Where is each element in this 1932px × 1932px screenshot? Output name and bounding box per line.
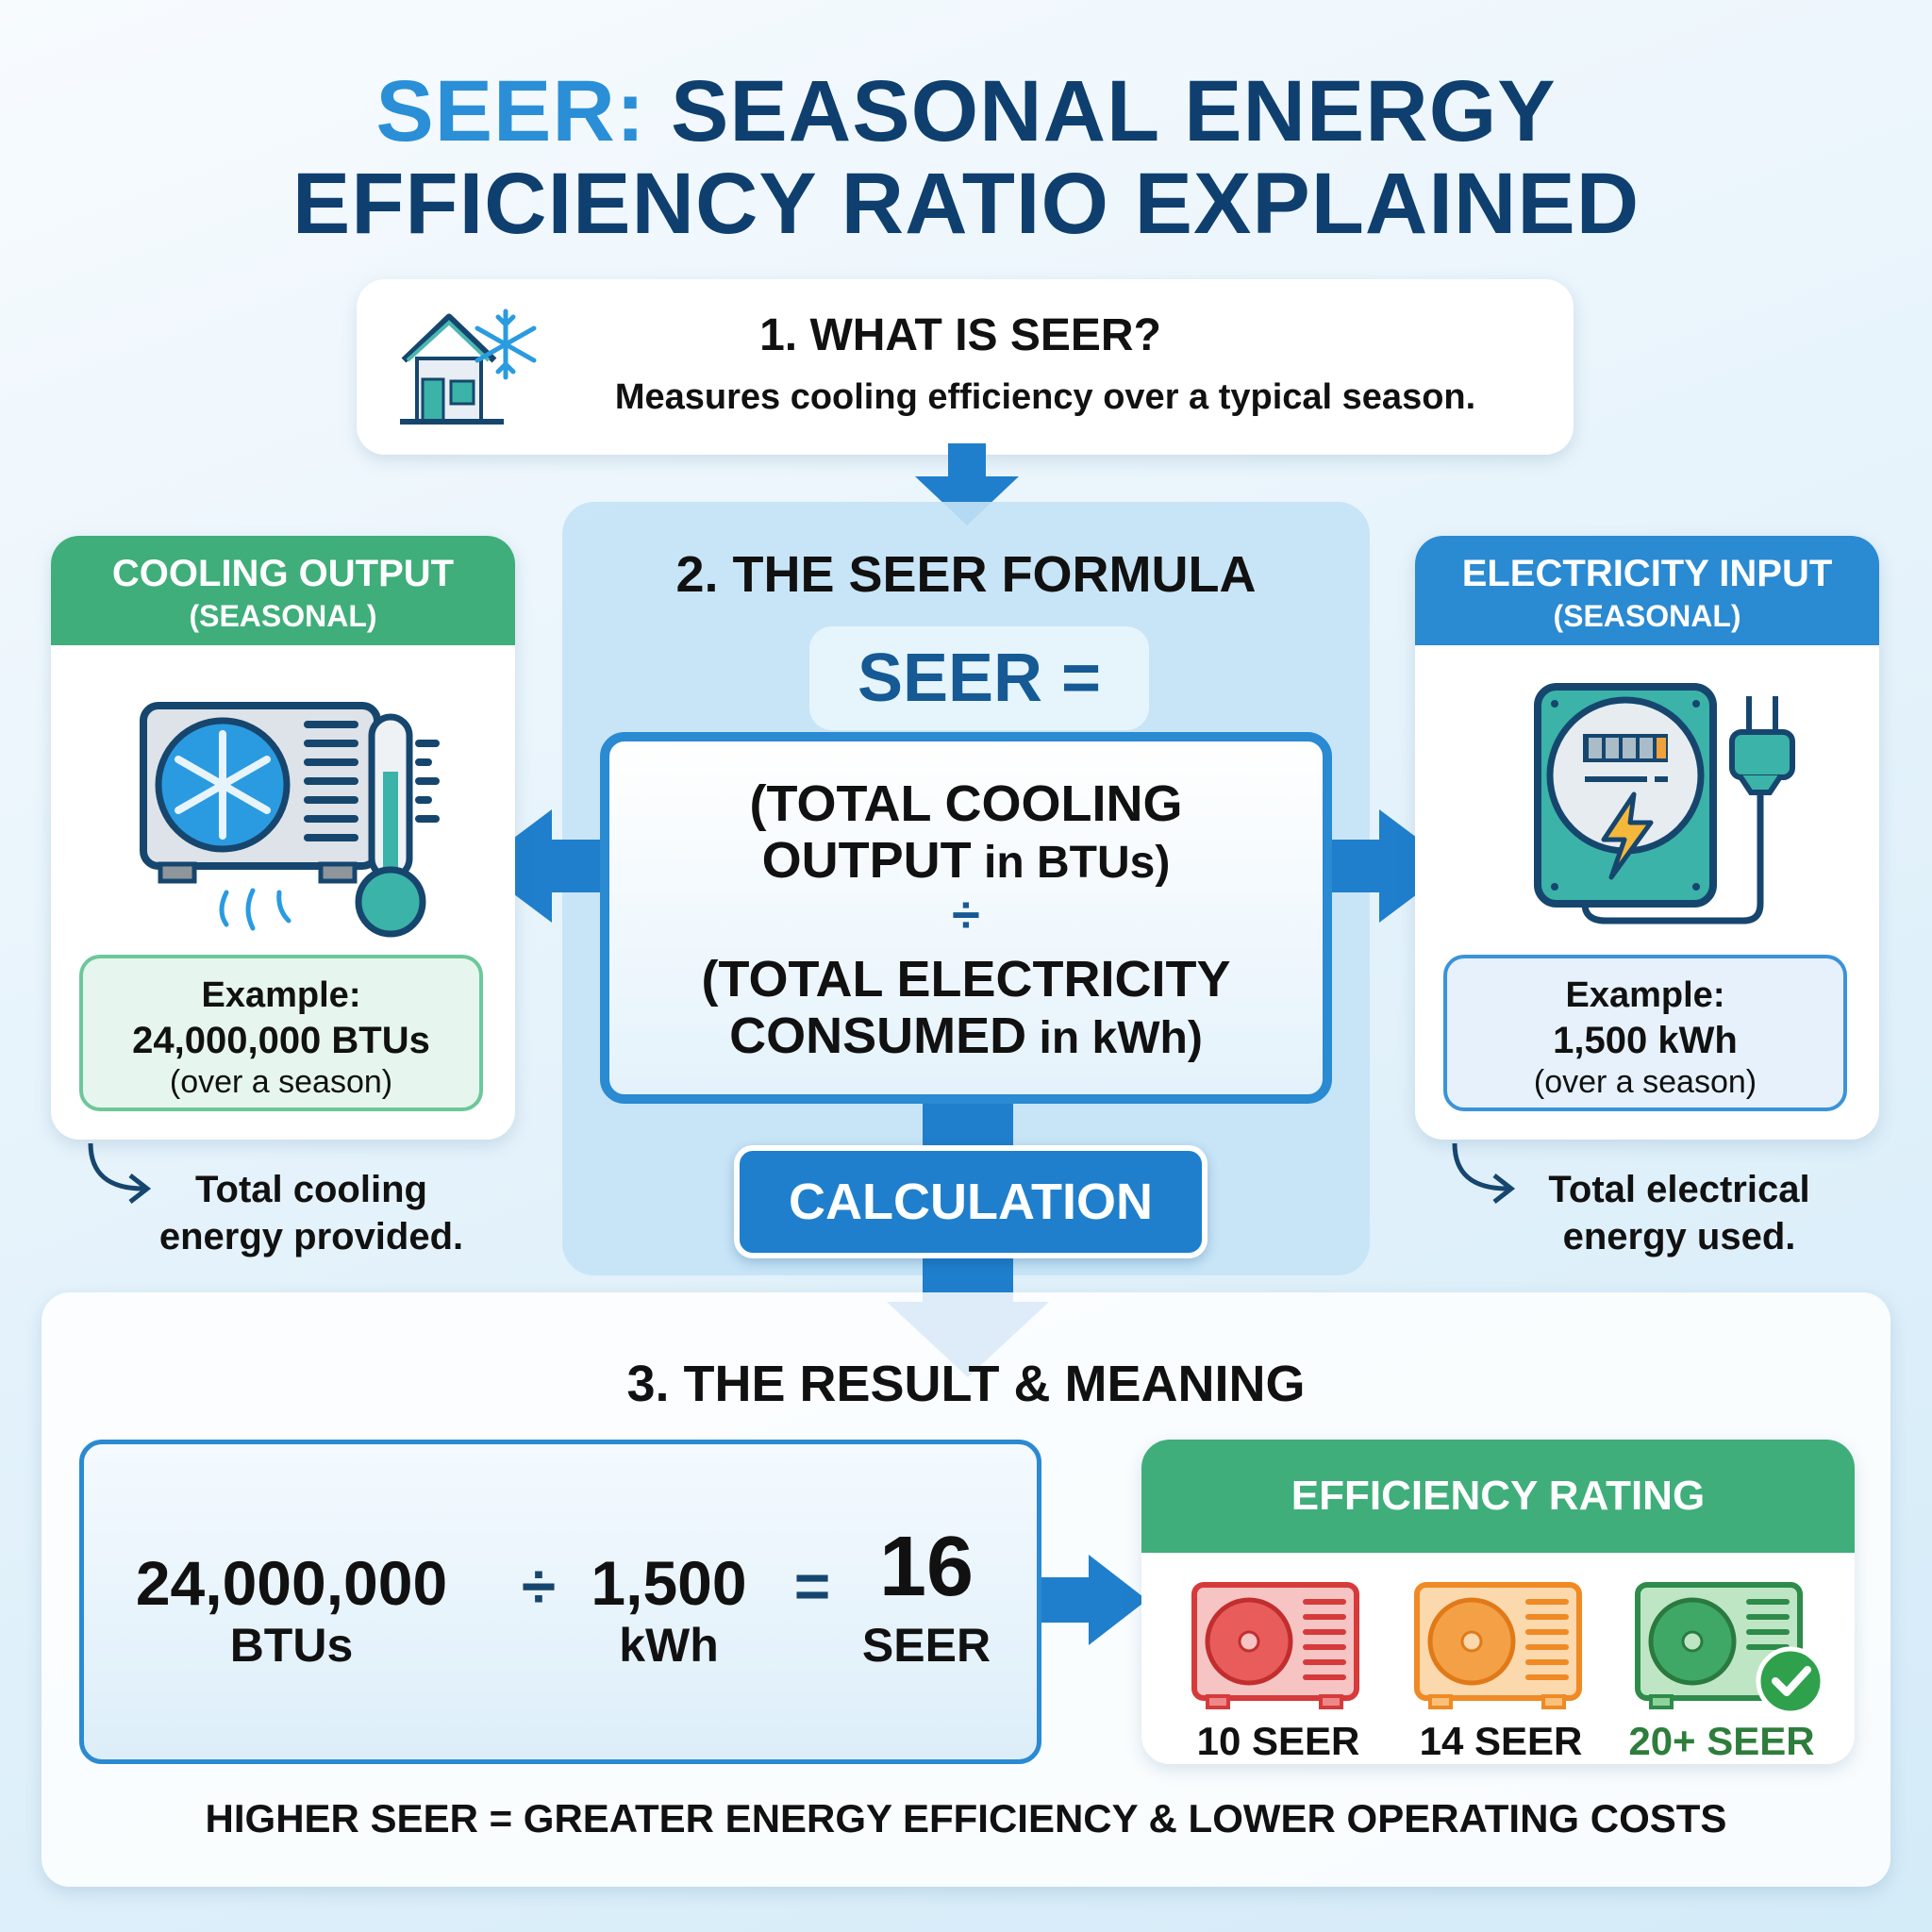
arrow-right-stem <box>1328 840 1385 892</box>
result-arrow-icon <box>1089 1555 1147 1645</box>
ac-unit-orange-icon <box>1414 1582 1582 1709</box>
result-equals-symbol: = <box>793 1551 831 1621</box>
cooling-output-panel: COOLING OUTPUT (SEASONAL) Example: 24,00… <box>51 536 515 1140</box>
page-title-line1: SEER: SEASONAL ENERGY <box>0 58 1932 164</box>
electricity-caption-line2: energy used. <box>1562 1216 1796 1257</box>
curved-arrow-icon <box>1452 1142 1516 1204</box>
electricity-input-title: ELECTRICITY INPUT <box>1461 553 1833 594</box>
result-calculation-box: 24,000,000 BTUs ÷ 1,500 kWh = 16 SEER <box>79 1440 1041 1764</box>
formula-numerator-rest: in BTUs) <box>971 838 1171 888</box>
formula-denominator-bold: CONSUMED <box>729 1008 1027 1064</box>
electricity-input-subtitle: (SEASONAL) <box>1553 599 1741 633</box>
rating-label-10: 10 SEER <box>1196 1719 1360 1763</box>
calculation-label: CALCULATION <box>734 1145 1208 1258</box>
result-arrow-stem <box>1041 1577 1092 1623</box>
check-icon <box>1756 1646 1825 1716</box>
result-denominator: 1,500 <box>591 1548 747 1618</box>
electricity-example-box: Example: 1,500 kWh (over a season) <box>1443 955 1847 1111</box>
formula-denominator-rest: in kWh) <box>1026 1013 1203 1063</box>
result-unit: SEER <box>861 1619 991 1672</box>
section1-description: Measures cooling efficiency over a typic… <box>614 377 1476 417</box>
electricity-input-panel: ELECTRICITY INPUT (SEASONAL) Example: 1,… <box>1415 536 1879 1140</box>
formula-box: (TOTAL COOLING OUTPUT in BTUs) ÷ (TOTAL … <box>600 732 1332 1104</box>
efficiency-rating-card: EFFICIENCY RATING 10 SEER 14 SEER 20+ SE… <box>1141 1440 1855 1764</box>
formula-lhs: SEER = <box>809 626 1149 730</box>
rating-label-20plus: 20+ SEER <box>1628 1719 1815 1763</box>
result-divide-symbol: ÷ <box>521 1551 557 1621</box>
cooling-output-header: COOLING OUTPUT (SEASONAL) <box>51 536 515 645</box>
cooling-output-title: COOLING OUTPUT <box>111 553 455 594</box>
cooling-caption-line2: energy provided. <box>158 1216 464 1257</box>
section1-heading: 1. WHAT IS SEER? <box>759 310 1161 360</box>
rating-label-14: 14 SEER <box>1419 1719 1583 1763</box>
electricity-example-value: 1,500 kWh <box>1553 1020 1738 1061</box>
cooling-example-note: (over a season) <box>169 1064 393 1100</box>
formula-numerator-bold: OUTPUT <box>761 832 972 889</box>
cooling-example-label: Example: <box>201 975 361 1015</box>
ac-unit-red-icon <box>1191 1582 1359 1709</box>
title-line1-rest: SEASONAL ENERGY <box>645 63 1557 159</box>
electricity-caption-line1: Total electrical <box>1548 1169 1810 1210</box>
section-what-is-seer: 1. WHAT IS SEER? Measures cooling effici… <box>357 279 1574 455</box>
cooling-caption-line1: Total cooling <box>195 1169 427 1210</box>
curved-arrow-icon <box>88 1142 152 1204</box>
formula-numerator-line1: (TOTAL COOLING <box>749 775 1183 832</box>
formula-numerator-line2: OUTPUT in BTUs) <box>609 832 1323 891</box>
cooling-caption: Total cooling energy provided. <box>123 1166 500 1260</box>
arrow-left-stem <box>547 840 604 892</box>
house-snowflake-icon <box>400 308 537 425</box>
efficiency-rating-header: EFFICIENCY RATING <box>1141 1440 1855 1553</box>
electricity-example-note: (over a season) <box>1533 1064 1757 1100</box>
page-title-line2: EFFICIENCY RATIO EXPLAINED <box>291 156 1641 252</box>
result-numerator: 24,000,000 <box>135 1548 448 1618</box>
ac-unit-green-icon <box>1635 1582 1825 1716</box>
electricity-caption: Total electrical energy used. <box>1491 1166 1868 1260</box>
arrow-down-stem <box>948 443 986 481</box>
electricity-input-header: ELECTRICITY INPUT (SEASONAL) <box>1415 536 1879 645</box>
result-numerator-unit: BTUs <box>229 1619 354 1672</box>
section3-heading: 3. THE RESULT & MEANING <box>626 1356 1306 1412</box>
cooling-example-value: 24,000,000 BTUs <box>132 1020 430 1061</box>
section2-heading: 2. THE SEER FORMULA <box>675 546 1257 603</box>
formula-denominator-line2: CONSUMED in kWh) <box>609 1008 1323 1067</box>
result-denominator-unit: kWh <box>619 1619 719 1672</box>
cooling-example-box: Example: 24,000,000 BTUs (over a season) <box>79 955 483 1111</box>
cooling-output-subtitle: (SEASONAL) <box>189 599 377 633</box>
ac-unit-thermometer-icon <box>140 702 440 938</box>
title-accent: SEER: <box>375 63 646 159</box>
electric-meter-plug-icon <box>1534 683 1795 924</box>
electricity-example-label: Example: <box>1565 975 1725 1015</box>
footer-takeaway: HIGHER SEER = GREATER ENERGY EFFICIENCY … <box>205 1796 1727 1840</box>
formula-divide-symbol: ÷ <box>952 887 980 943</box>
formula-denominator-line1: (TOTAL ELECTRICITY <box>701 951 1231 1008</box>
result-value: 16 <box>878 1520 974 1614</box>
